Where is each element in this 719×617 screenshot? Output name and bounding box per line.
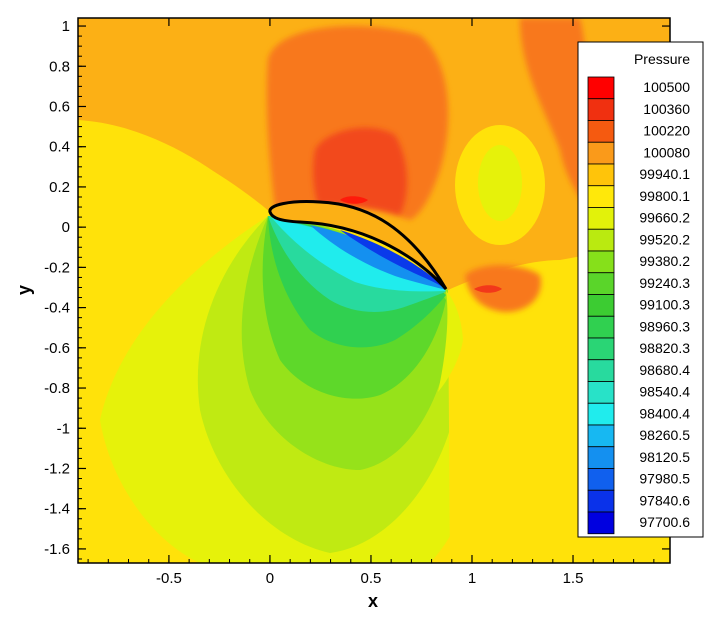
legend-swatch	[587, 207, 615, 230]
legend-label: 99660.2	[639, 210, 690, 226]
legend-swatch	[587, 381, 615, 404]
y-tick-label: 0	[62, 219, 70, 236]
y-tick-label: 0.8	[49, 58, 70, 75]
legend-label: 98400.4	[639, 405, 690, 421]
legend-label: 97700.6	[639, 514, 690, 530]
legend-swatch	[587, 185, 615, 208]
legend-swatch	[587, 511, 615, 535]
legend-swatch	[587, 98, 615, 121]
legend-swatch	[587, 294, 615, 317]
field-b1	[310, 225, 446, 290]
legend-label: 97980.5	[639, 471, 690, 487]
y-tick-label: 0.6	[49, 98, 70, 115]
legend-label: 99520.2	[639, 231, 690, 247]
field-b2	[340, 230, 446, 289]
legend-swatch	[587, 250, 615, 274]
y-tick-label: -1.2	[44, 460, 70, 477]
legend-label: 99240.3	[639, 275, 690, 291]
legend-title: Pressure	[634, 51, 690, 67]
legend-label: 100500	[643, 79, 690, 95]
legend-label: 100360	[643, 101, 690, 117]
legend-swatch	[587, 163, 615, 187]
legend-label: 100220	[643, 123, 690, 139]
x-tick-label: 1	[468, 570, 476, 587]
x-axis-title: x	[368, 591, 378, 611]
legend-swatch	[587, 120, 615, 143]
y-tick-label: 0.2	[49, 179, 70, 196]
pressure-field	[78, 18, 670, 563]
y-tick-label: -1.4	[44, 501, 70, 518]
field-red-trail	[474, 285, 502, 293]
x-tick-label: 1.5	[563, 570, 584, 587]
legend-swatch	[587, 402, 615, 426]
field-ring-green	[478, 145, 522, 221]
y-tick-label: -0.2	[44, 259, 70, 276]
legend-label: 98680.4	[639, 362, 690, 378]
field-red-top	[313, 127, 407, 215]
legend-label: 99800.1	[639, 188, 690, 204]
x-tick-label: -0.5	[156, 570, 182, 587]
legend-swatch	[587, 446, 615, 469]
field-orange-right	[520, 18, 670, 250]
x-axis: -0.5 0 0.5 1 1.5	[87, 18, 655, 587]
legend-swatch	[587, 272, 615, 295]
legend-swatch	[587, 315, 615, 339]
y-tick-label: -1.6	[44, 541, 70, 558]
legend-label: 98960.3	[639, 318, 690, 334]
legend: Pressure 100500 100360 100220 100080 99940.1…	[577, 41, 704, 538]
legend-swatch	[587, 76, 615, 100]
y-tick-label: -1	[57, 420, 70, 437]
legend-label: 98260.5	[639, 427, 690, 443]
legend-label: 98820.3	[639, 340, 690, 356]
legend-swatch	[587, 489, 615, 513]
legend-swatch	[587, 468, 615, 491]
legend-label: 97840.6	[639, 492, 690, 508]
y-tick-label: -0.8	[44, 380, 70, 397]
legend-label: 99940.1	[639, 166, 690, 182]
field-red-core	[340, 196, 368, 204]
x-tick-label: 0.5	[361, 570, 382, 587]
legend-swatch	[587, 424, 615, 448]
legend-swatch	[587, 359, 615, 382]
x-tick-label: 0	[266, 570, 274, 587]
legend-swatch	[587, 228, 615, 252]
y-tick-label: -0.6	[44, 340, 70, 357]
y-tick-label: 0.4	[49, 139, 70, 156]
field-orange-trail	[465, 265, 541, 312]
y-tick-label: -0.4	[44, 300, 70, 317]
legend-swatch	[587, 337, 615, 361]
legend-label: 98120.5	[639, 449, 690, 465]
legend-label: 99380.2	[639, 253, 690, 269]
legend-label: 99100.3	[639, 297, 690, 313]
y-tick-label: 1	[62, 18, 70, 35]
airfoil	[268, 200, 448, 291]
legend-label: 100080	[643, 144, 690, 160]
field-yg-trail	[438, 291, 463, 392]
legend-label: 98540.4	[639, 384, 690, 400]
y-axis-title: y	[14, 285, 34, 295]
legend-swatch	[587, 141, 615, 165]
